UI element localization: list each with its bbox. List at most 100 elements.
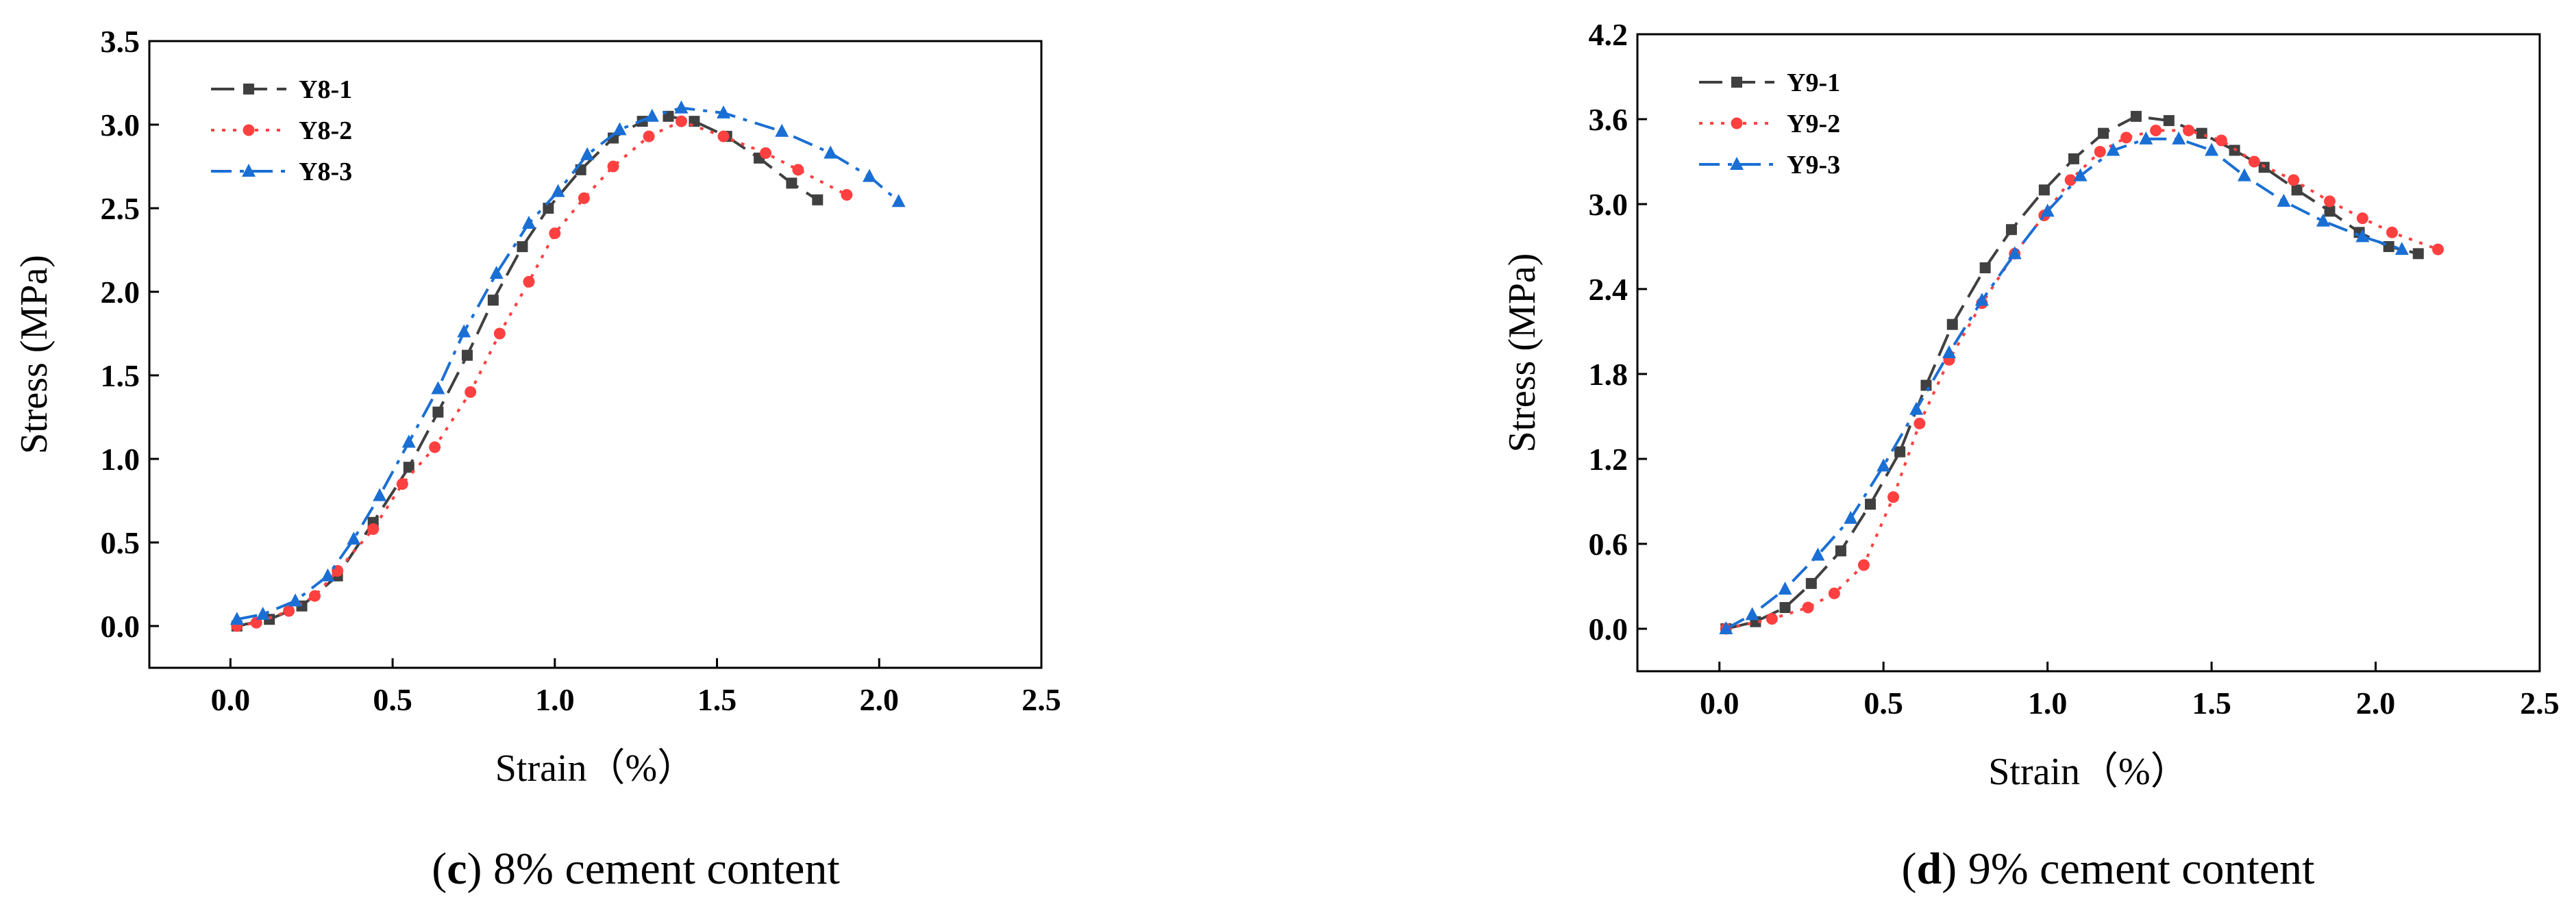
data-point-Y9-2 bbox=[2120, 132, 2133, 144]
y-tick-label: 1.8 bbox=[1589, 357, 1628, 392]
x-tick-label: 2.0 bbox=[860, 682, 900, 717]
legend-label: Y9-2 bbox=[1787, 110, 1840, 138]
data-point-Y9-3 bbox=[2277, 193, 2291, 207]
data-point-Y8-3 bbox=[775, 123, 789, 137]
data-point-Y8-1 bbox=[487, 295, 499, 306]
data-point-Y9-3 bbox=[1909, 401, 1924, 415]
data-point-Y8-2 bbox=[841, 188, 853, 201]
data-point-Y9-2 bbox=[2432, 243, 2444, 255]
legend-marker bbox=[243, 84, 254, 95]
data-point-Y8-3 bbox=[891, 194, 906, 208]
data-point-Y9-1 bbox=[2005, 224, 2017, 236]
legend-label: Y9-1 bbox=[1787, 68, 1840, 97]
data-point-Y9-2 bbox=[2183, 125, 2195, 137]
x-tick-label: 1.5 bbox=[697, 682, 737, 717]
data-point-Y9-3 bbox=[2205, 142, 2219, 156]
legend-label: Y8-2 bbox=[299, 116, 352, 145]
legend-marker bbox=[243, 124, 255, 136]
data-point-Y9-3 bbox=[2355, 229, 2370, 242]
legend-entry-Y8-3: Y8-3 bbox=[211, 158, 352, 186]
y-tick-label: 3.6 bbox=[1589, 102, 1628, 137]
legend-marker bbox=[1730, 157, 1744, 170]
x-tick-label: 0.0 bbox=[211, 682, 251, 717]
data-point-Y8-3 bbox=[674, 100, 689, 114]
x-tick-label: 1.0 bbox=[535, 682, 575, 717]
legend-entry-Y8-1: Y8-1 bbox=[211, 75, 352, 104]
data-point-Y9-3 bbox=[1942, 345, 1956, 358]
series-line-Y8-2 bbox=[236, 119, 847, 627]
series-Y8-3 bbox=[230, 100, 906, 625]
data-point-Y9-2 bbox=[2386, 226, 2398, 238]
x-tick-label: 1.0 bbox=[2028, 686, 2068, 721]
series-Y9-3 bbox=[1719, 131, 2409, 634]
y-tick-label: 2.0 bbox=[101, 275, 140, 310]
data-point-Y9-1 bbox=[1779, 602, 1791, 613]
caption-c: (c) 8% cement content bbox=[432, 844, 840, 894]
y-axis-label: Stress (MPa) bbox=[13, 255, 55, 454]
data-point-Y8-2 bbox=[523, 275, 535, 288]
data-point-Y8-1 bbox=[403, 462, 414, 473]
x-tick-label: 0.0 bbox=[1700, 686, 1739, 721]
data-point-Y9-1 bbox=[2130, 110, 2142, 122]
data-point-Y9-1 bbox=[2324, 205, 2336, 217]
y-tick-label: 2.4 bbox=[1589, 272, 1628, 307]
data-point-Y8-2 bbox=[283, 605, 295, 617]
data-point-Y8-3 bbox=[431, 381, 445, 395]
data-point-Y9-2 bbox=[2323, 195, 2336, 208]
legend-label: Y8-3 bbox=[299, 158, 352, 186]
data-point-Y9-3 bbox=[1778, 582, 1792, 595]
data-point-Y9-2 bbox=[1802, 601, 1814, 614]
legend-label: Y8-1 bbox=[299, 75, 352, 104]
data-point-Y9-3 bbox=[1719, 621, 1733, 634]
data-point-Y8-2 bbox=[493, 327, 506, 340]
data-point-Y8-3 bbox=[347, 532, 361, 545]
data-point-Y8-2 bbox=[429, 441, 441, 453]
data-point-Y9-3 bbox=[2106, 142, 2120, 156]
data-point-Y8-1 bbox=[786, 177, 797, 189]
data-point-Y8-2 bbox=[607, 160, 619, 173]
y-tick-label: 1.2 bbox=[1589, 442, 1628, 477]
y-tick-label: 3.5 bbox=[101, 24, 140, 59]
y-tick-label: 0.5 bbox=[101, 525, 140, 560]
data-point-Y9-3 bbox=[1974, 292, 1989, 306]
series-line-Y9-1 bbox=[1725, 114, 2419, 630]
series-Y8-1 bbox=[231, 110, 823, 632]
x-tick-label: 0.5 bbox=[1863, 686, 1903, 721]
data-point-Y8-2 bbox=[367, 523, 380, 535]
x-axis-label: Strain（%） bbox=[1988, 751, 2188, 793]
data-point-Y9-3 bbox=[2073, 168, 2088, 182]
data-point-Y8-3 bbox=[321, 568, 335, 582]
data-point-Y9-3 bbox=[2237, 168, 2251, 182]
data-point-Y9-1 bbox=[1946, 318, 1958, 330]
data-point-Y8-3 bbox=[717, 105, 731, 118]
data-point-Y9-3 bbox=[2316, 213, 2330, 227]
data-point-Y8-2 bbox=[792, 164, 804, 176]
data-point-Y9-3 bbox=[2040, 203, 2055, 217]
legend-entry-Y9-1: Y9-1 bbox=[1699, 68, 1840, 97]
data-point-Y9-1 bbox=[2412, 248, 2424, 260]
data-point-Y9-2 bbox=[2288, 174, 2300, 186]
x-tick-label: 0.5 bbox=[373, 682, 412, 717]
x-tick-label: 1.5 bbox=[2192, 686, 2231, 721]
data-point-Y9-3 bbox=[2139, 131, 2153, 145]
caption-d: (d) 9% cement content bbox=[1902, 844, 2315, 894]
data-point-Y8-2 bbox=[675, 115, 687, 127]
data-point-Y9-1 bbox=[2291, 184, 2303, 196]
data-point-Y8-3 bbox=[489, 266, 504, 279]
data-point-Y9-2 bbox=[2150, 125, 2162, 137]
legend-entry-Y8-2: Y8-2 bbox=[211, 116, 352, 145]
chart-panel-d: (d) 9% cement content 0.0 0.5 1.0 1.5 2.0 2.5… bbox=[1501, 17, 2560, 894]
plot-frame bbox=[148, 40, 1043, 669]
legend-entry-Y9-2: Y9-2 bbox=[1699, 110, 1840, 138]
y-tick-label: 4.2 bbox=[1589, 17, 1628, 52]
data-point-Y8-3 bbox=[288, 593, 303, 607]
data-point-Y9-2 bbox=[1914, 417, 1926, 429]
x-tick-label: 2.5 bbox=[1021, 682, 1061, 717]
x-tick-label: 2.5 bbox=[2520, 686, 2560, 721]
data-point-Y9-3 bbox=[2394, 242, 2409, 255]
legend-entry-Y9-3: Y9-3 bbox=[1699, 151, 1840, 179]
data-point-Y8-1 bbox=[461, 349, 473, 361]
data-point-Y9-3 bbox=[2007, 246, 2022, 260]
y-tick-label: 0.6 bbox=[1589, 527, 1628, 562]
y-tick-label: 0.0 bbox=[101, 609, 140, 644]
